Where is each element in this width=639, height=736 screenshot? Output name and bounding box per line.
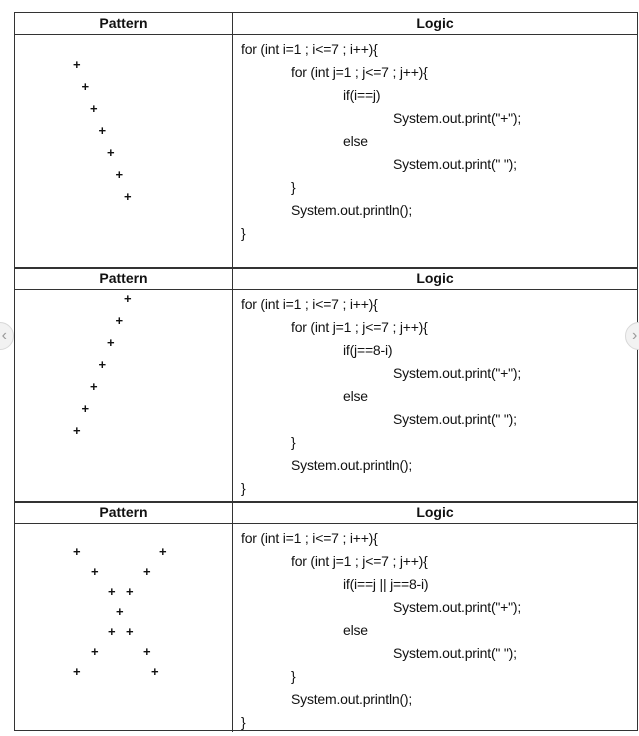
carousel-prev-button[interactable]: ‹ [0, 322, 14, 350]
chevron-right-icon: › [632, 327, 638, 344]
code-line: } [241, 480, 246, 496]
pattern-plus-mark: + [73, 544, 81, 559]
pattern-plus-mark: + [115, 313, 124, 328]
pattern-plus-mark: + [151, 664, 159, 679]
pattern-cell: + + + + + + + + + + + + + [15, 524, 232, 732]
pattern-plus-mark: + [81, 79, 90, 94]
code-line: System.out.println(); [291, 202, 413, 218]
section-body: + + + + + + + for (int i=1 ; i<=7 ; i++){for (i… [15, 290, 637, 502]
code-line: } [241, 714, 246, 730]
pattern-plus-mark: + [81, 401, 90, 416]
code-line: for (int j=1 ; j<=7 ; j++){ [291, 553, 428, 569]
code-line: else [343, 388, 368, 404]
logic-header: Logic [416, 504, 454, 520]
code-line: System.out.print(" "); [393, 645, 517, 661]
code-line: System.out.print("+"); [393, 599, 522, 615]
section-body: + + + + + + + for (int i=1 ; i<=7 ; i++){for (i… [15, 35, 637, 268]
pattern-plus-mark: + [124, 189, 132, 204]
pattern-plus-mark: + [73, 664, 81, 679]
pattern-plus-mark: + [108, 624, 116, 639]
code-line: } [241, 225, 246, 241]
code-line: } [291, 434, 296, 450]
pattern-plus-mark: + [107, 145, 115, 160]
pattern-plus-mark: + [98, 123, 107, 138]
pattern-header: Pattern [99, 504, 148, 520]
logic-code-cell: for (int i=1 ; i<=7 ; i++){ for (int j=1 … [233, 290, 637, 502]
code-line: System.out.println(); [291, 691, 413, 707]
code-line: else [343, 133, 368, 149]
pattern-cell: + + + + + + + [15, 290, 232, 502]
code-line: System.out.println(); [291, 457, 413, 473]
pattern-header: Pattern [99, 15, 148, 31]
pattern-plus-mark: + [90, 101, 98, 116]
logic-header: Logic [416, 270, 454, 286]
code-line: if(j==8-i) [343, 342, 393, 358]
logic-code-cell: for (int i=1 ; i<=7 ; i++){ for (int j=1 … [233, 524, 637, 732]
pattern-plus-mark: + [73, 423, 81, 438]
pattern-cell: + + + + + + + [15, 35, 232, 268]
pattern-header: Pattern [99, 270, 148, 286]
code-line: if(i==j) [343, 87, 381, 103]
pattern-plus-mark: + [107, 335, 115, 350]
section-divider [15, 501, 637, 503]
code-line: for (int i=1 ; i<=7 ; i++){ [241, 296, 378, 312]
pattern-plus-mark: + [124, 291, 132, 306]
pattern-section-1: Pattern Logic + + + + + + + for (int i=1 ; i<=7 ;… [15, 13, 637, 268]
code-line: for (int i=1 ; i<=7 ; i++){ [241, 530, 378, 546]
pattern-plus-mark: + [91, 564, 99, 579]
pattern-section-2: Pattern Logic + + + + + + + for (int i=1 ; i<=7 ;… [15, 267, 637, 502]
pattern-plus-mark: + [126, 624, 134, 639]
pattern-section-3: Pattern Logic + + + + + + + + + + + + + for (int i=1 ; … [15, 501, 637, 732]
section-header-row: Pattern Logic [15, 13, 637, 35]
code-line: } [291, 668, 296, 684]
pattern-plus-mark: + [115, 167, 124, 182]
pattern-plus-mark: + [126, 584, 134, 599]
pattern-plus-mark: + [143, 564, 151, 579]
column-divider [232, 13, 233, 268]
pattern-plus-mark: + [108, 584, 116, 599]
pattern-plus-mark: + [90, 379, 98, 394]
code-line: System.out.print(" "); [393, 411, 517, 427]
column-divider [232, 268, 233, 502]
code-line: if(i==j || j==8-i) [343, 576, 429, 592]
column-divider [232, 502, 233, 732]
pattern-plus-mark: + [73, 57, 81, 72]
code-line: } [291, 179, 296, 195]
pattern-plus-mark: + [98, 357, 107, 372]
code-line: for (int i=1 ; i<=7 ; i++){ [241, 41, 378, 57]
pattern-plus-mark: + [143, 644, 151, 659]
logic-header: Logic [416, 15, 454, 31]
section-header-row: Pattern Logic [15, 502, 637, 524]
section-header-row: Pattern Logic [15, 268, 637, 290]
code-line: System.out.print("+"); [393, 110, 522, 126]
chevron-left-icon: ‹ [1, 327, 7, 344]
pattern-plus-mark: + [91, 644, 99, 659]
code-line: System.out.print(" "); [393, 156, 517, 172]
section-body: + + + + + + + + + + + + + for (int i=1 ; i<=7 ; i++){… [15, 524, 637, 732]
pattern-plus-mark: + [116, 604, 124, 619]
pattern-logic-table: Pattern Logic + + + + + + + for (int i=1 ; i<=7 ;… [14, 12, 638, 732]
section-divider [15, 267, 637, 269]
logic-code-cell: for (int i=1 ; i<=7 ; i++){ for (int j=1 … [233, 35, 637, 268]
code-line: for (int j=1 ; j<=7 ; j++){ [291, 64, 428, 80]
code-line: System.out.print("+"); [393, 365, 522, 381]
code-line: for (int j=1 ; j<=7 ; j++){ [291, 319, 428, 335]
code-line: else [343, 622, 368, 638]
pattern-plus-mark: + [159, 544, 167, 559]
